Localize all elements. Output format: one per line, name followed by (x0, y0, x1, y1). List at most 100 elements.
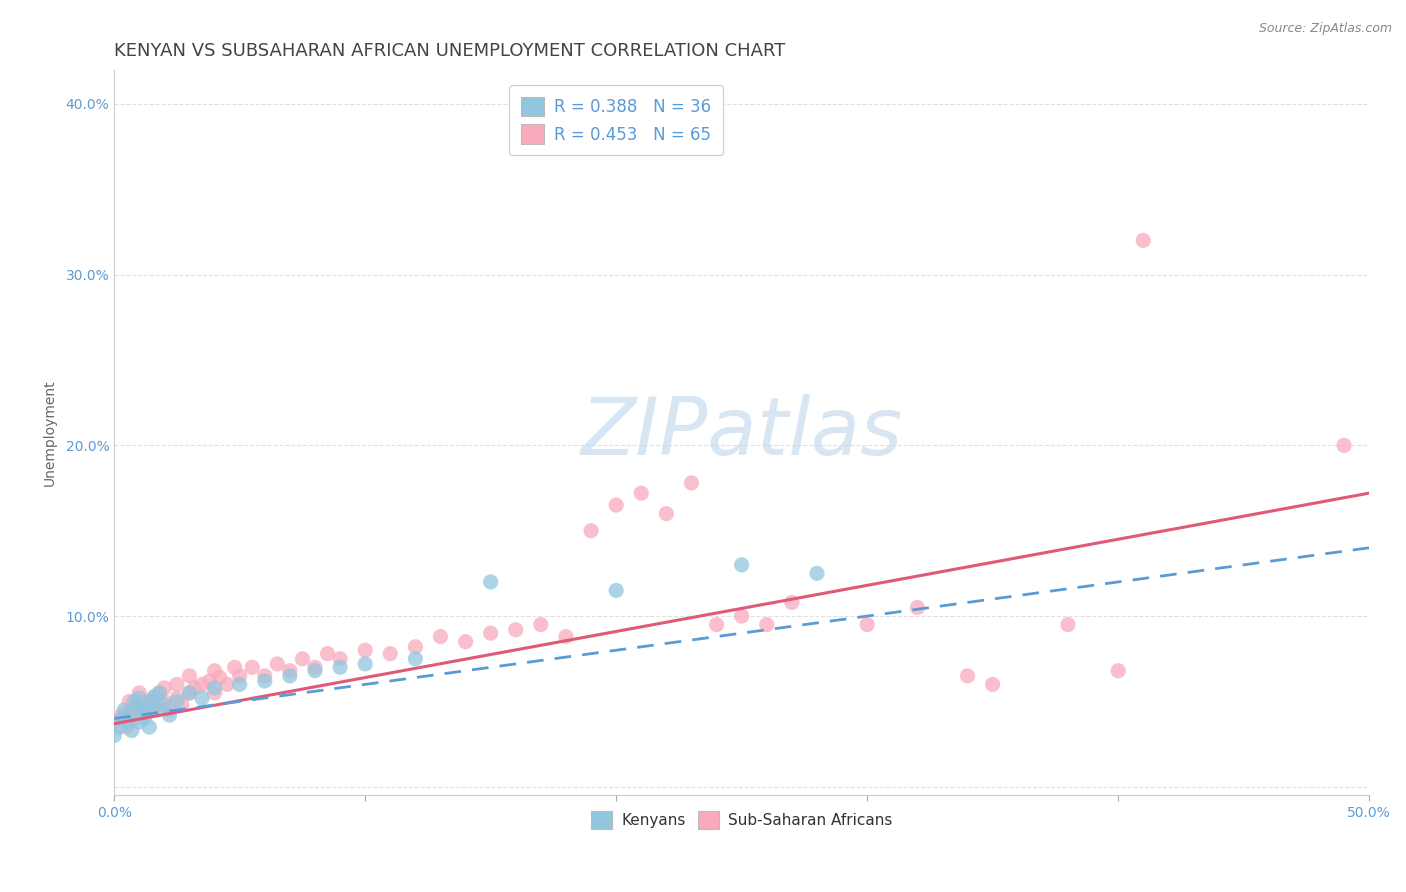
Point (579, 524, 602, 538)
Point (125, 698, 148, 712)
Point (204, 681, 226, 695)
Point (118, 708, 141, 723)
Y-axis label: Unemployment: Unemployment (44, 379, 58, 486)
Point (291, 652, 314, 666)
Point (354, 657, 377, 671)
Point (454, 634, 477, 648)
Point (253, 669, 276, 683)
Point (146, 703, 169, 717)
Point (204, 664, 226, 678)
Point (429, 630, 451, 644)
Point (630, 486, 652, 500)
Point (131, 705, 153, 719)
Text: ZIPatlas: ZIPatlas (581, 393, 903, 472)
Point (730, 609, 752, 624)
Point (166, 694, 188, 708)
Point (380, 647, 402, 661)
Point (605, 498, 627, 512)
Point (530, 617, 553, 632)
Point (179, 686, 201, 700)
Point (166, 677, 188, 691)
Point (228, 677, 250, 691)
Point (316, 647, 339, 661)
Point (153, 698, 176, 712)
Point (1057, 617, 1080, 632)
Point (228, 669, 250, 683)
Point (304, 660, 326, 674)
Point (103, 729, 125, 743)
Point (148, 686, 170, 700)
Point (143, 690, 166, 704)
Point (329, 660, 352, 674)
Point (730, 558, 752, 572)
Point (479, 574, 502, 589)
Point (118, 694, 141, 708)
Point (706, 617, 728, 632)
Point (224, 660, 246, 674)
Point (655, 507, 678, 521)
Point (240, 660, 263, 674)
Point (115, 714, 138, 729)
Point (122, 712, 145, 726)
Point (143, 691, 166, 706)
Point (505, 623, 527, 637)
Point (856, 617, 879, 632)
Point (981, 677, 1004, 691)
Legend: Kenyans, Sub-Saharan Africans: Kenyans, Sub-Saharan Africans (585, 805, 898, 835)
Point (128, 714, 150, 729)
Point (217, 677, 239, 691)
Point (278, 664, 301, 678)
Point (404, 652, 426, 666)
Point (956, 669, 979, 683)
Point (681, 475, 703, 490)
Point (329, 652, 352, 666)
Point (191, 691, 214, 706)
Point (208, 671, 231, 685)
Point (108, 720, 131, 734)
Point (121, 723, 143, 738)
Point (905, 600, 928, 615)
Point (121, 703, 143, 717)
Point (404, 640, 426, 654)
Point (780, 595, 803, 609)
Point (198, 673, 221, 688)
Point (135, 701, 157, 715)
Point (153, 681, 176, 695)
Point (128, 686, 150, 700)
Point (806, 566, 828, 581)
Text: Source: ZipAtlas.com: Source: ZipAtlas.com (1258, 22, 1392, 36)
Point (128, 698, 150, 712)
Point (354, 643, 377, 657)
Point (166, 691, 188, 706)
Point (191, 677, 214, 691)
Point (1107, 664, 1129, 678)
Point (605, 583, 627, 598)
Point (1333, 438, 1355, 452)
Point (755, 617, 778, 632)
Point (146, 698, 169, 712)
Point (555, 630, 578, 644)
Point (266, 657, 288, 671)
Point (141, 703, 163, 717)
Point (157, 708, 180, 723)
Point (128, 691, 150, 706)
Point (134, 712, 156, 726)
Point (111, 712, 134, 726)
Point (479, 626, 502, 640)
Point (179, 669, 201, 683)
Point (122, 694, 145, 708)
Point (204, 686, 226, 700)
Point (138, 720, 160, 734)
Point (134, 705, 156, 719)
Point (103, 714, 125, 729)
Point (278, 669, 301, 683)
Point (112, 703, 135, 717)
Point (111, 708, 134, 723)
Point (304, 664, 326, 678)
Point (148, 686, 170, 700)
Point (170, 698, 193, 712)
Point (1132, 234, 1154, 248)
Text: KENYAN VS SUBSAHARAN AFRICAN UNEMPLOYMENT CORRELATION CHART: KENYAN VS SUBSAHARAN AFRICAN UNEMPLOYMEN… (114, 42, 786, 60)
Point (183, 681, 205, 695)
Point (115, 720, 138, 734)
